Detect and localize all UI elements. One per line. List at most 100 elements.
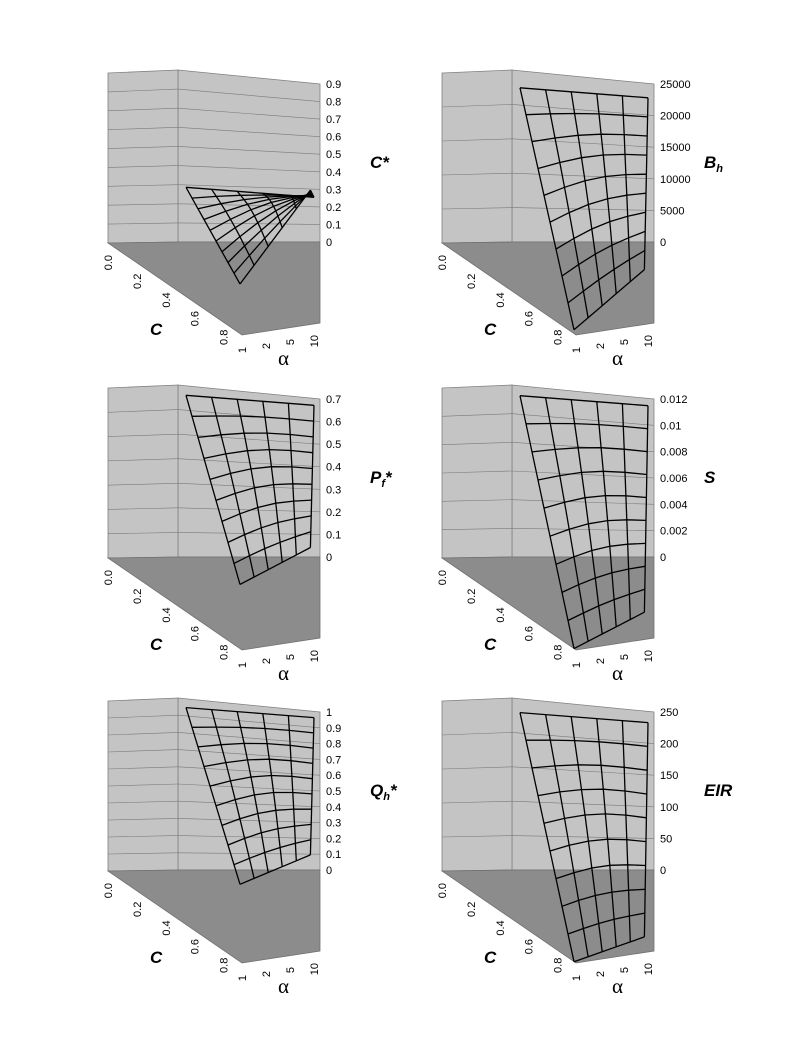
- alpha-axis-title: α: [612, 974, 623, 998]
- mesh-line-alpha: [570, 716, 603, 952]
- mesh-line-alpha: [544, 89, 589, 318]
- gridline: [177, 203, 321, 208]
- c-tick-label: 0.2: [466, 274, 478, 289]
- gridline: [511, 528, 655, 531]
- z-tick-label: 0.8: [326, 739, 341, 751]
- z-axis-title-suffix: *: [390, 781, 398, 800]
- z-tick-label: 0.012: [660, 394, 688, 406]
- c-tick-label: 0.4: [495, 292, 507, 307]
- z-tick-label: 0.8: [326, 97, 341, 109]
- panel-5: 0 0.1 0.2 0.3 0.4 0.5 0.6 0.7 0.8 0.9 1 Qh* 0.0 0.2 0.…: [103, 697, 398, 998]
- gridline: [441, 528, 513, 530]
- z-tick-label: 0.5: [326, 149, 341, 161]
- mesh-line-alpha: [185, 707, 241, 885]
- alpha-tick-label: 10: [309, 650, 321, 662]
- alpha-tick-label: 5: [619, 967, 631, 973]
- z-axis-title-main: EIR: [704, 781, 733, 800]
- side-wall: [441, 69, 513, 244]
- mesh-line-c: [191, 415, 314, 422]
- alpha-tick-label: 10: [309, 963, 321, 975]
- mesh-line-c: [555, 864, 646, 880]
- c-axis-title: C: [150, 635, 163, 654]
- gridline: [441, 766, 513, 770]
- surface-mesh: [185, 394, 315, 585]
- z-tick-label: 0.5: [326, 439, 341, 451]
- z-axis-title: Pf*: [370, 468, 393, 490]
- floor: [440, 241, 655, 336]
- gridline: [441, 499, 513, 502]
- mesh-line-alpha: [570, 399, 603, 635]
- z-tick-label: 0.3: [326, 818, 341, 830]
- z-tick-label: 0: [660, 865, 666, 877]
- mesh-line-c: [203, 758, 313, 768]
- panel-6: 0 50 100 150 200 250 EIR 0.0 0.2 0.4 0.6 0.8 C 1 2 5 10 α: [437, 697, 733, 998]
- mesh-line-alpha: [621, 720, 631, 942]
- z-axis-title: Bh: [704, 153, 723, 175]
- mesh-line-c: [543, 813, 647, 824]
- mesh-line-c: [185, 394, 315, 406]
- gridline: [107, 222, 179, 225]
- alpha-axis-title: α: [278, 974, 289, 998]
- z-tick-label: 0: [326, 865, 332, 877]
- mesh-line-c: [561, 888, 646, 907]
- c-axis-title: C: [484, 948, 497, 967]
- c-tick-label: 0.0: [103, 570, 115, 585]
- z-tick-label: 0.5: [326, 786, 341, 798]
- mesh-line-alpha: [211, 188, 255, 266]
- mesh-line-c: [519, 711, 649, 724]
- z-tick-label: 0.006: [660, 473, 688, 485]
- z-tick-label: 0.002: [660, 526, 688, 538]
- mesh-line-c: [573, 611, 645, 650]
- c-tick-label: 0.2: [132, 589, 144, 604]
- c-tick-label: 0.8: [553, 645, 565, 660]
- alpha-axis-title: α: [612, 661, 623, 685]
- z-axis-title-main: C*: [370, 153, 390, 172]
- alpha-tick-label: 2: [595, 658, 607, 664]
- c-tick-label: 0.8: [219, 958, 231, 973]
- mesh-line-c: [567, 912, 645, 935]
- z-tick-label: 0.1: [326, 529, 341, 541]
- gridline: [511, 835, 655, 839]
- mesh-line-c: [215, 483, 313, 502]
- gridline: [177, 433, 321, 445]
- surface-mesh: [519, 87, 649, 331]
- mesh-line-alpha: [288, 194, 297, 210]
- gridline: [441, 732, 513, 736]
- c-tick-label: 0.8: [553, 330, 565, 345]
- mesh-line-c: [239, 189, 311, 285]
- mesh-line-alpha: [236, 399, 269, 570]
- z-tick-label: 0.01: [660, 420, 681, 432]
- mesh-line-alpha: [544, 397, 589, 642]
- z-axis-title: S: [704, 468, 716, 487]
- mesh-line-c: [561, 565, 646, 593]
- gridline: [441, 800, 513, 804]
- z-axis-title: Qh*: [370, 781, 398, 803]
- mesh-line-c: [197, 432, 314, 439]
- c-tick-label: 0.6: [190, 626, 202, 641]
- z-tick-label: 0: [326, 237, 332, 249]
- alpha-tick-label: 10: [643, 963, 655, 975]
- gridline: [107, 835, 179, 838]
- mesh-line-alpha: [262, 713, 283, 867]
- gridline: [107, 127, 179, 130]
- z-tick-label: 200: [660, 739, 678, 751]
- side-wall: [441, 697, 513, 872]
- c-axis-title: C: [484, 320, 497, 339]
- mesh-line-c: [239, 546, 311, 585]
- c-tick-label: 0.8: [219, 330, 231, 345]
- mesh-line-alpha: [519, 395, 575, 649]
- gridline: [177, 732, 321, 744]
- mesh-line-c: [537, 470, 647, 481]
- gridline: [511, 413, 655, 426]
- mesh-line-c: [561, 230, 646, 277]
- surface-mesh: [185, 186, 315, 285]
- mesh-line-c: [525, 422, 648, 430]
- mesh-line-c: [531, 447, 648, 453]
- z-tick-label: 0.2: [326, 202, 341, 214]
- mesh-line-alpha: [210, 397, 255, 578]
- z-axis-title-suffix: *: [385, 468, 393, 487]
- alpha-axis-title: α: [278, 346, 289, 370]
- mesh-line-c: [221, 499, 312, 522]
- z-tick-label: 0.4: [326, 167, 341, 179]
- mesh-line-alpha: [262, 192, 283, 228]
